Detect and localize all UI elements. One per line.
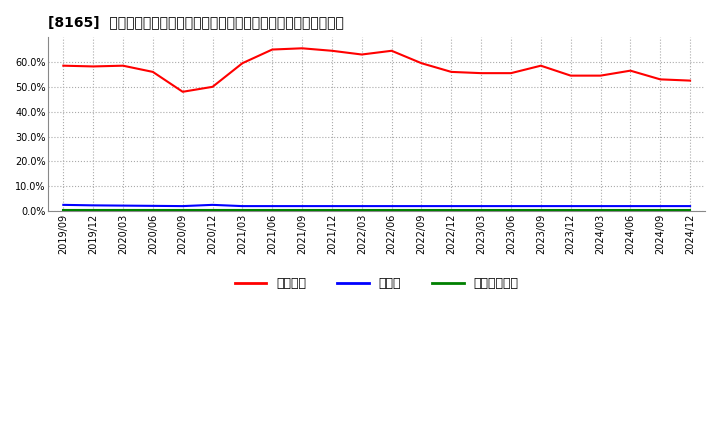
Text: [8165]  自己資本、のれん、繰延税金資産の総資産に対する比率の推移: [8165] 自己資本、のれん、繰延税金資産の総資産に対する比率の推移 (48, 15, 344, 29)
Legend: 自己資本, のれん, 繰延税金資産: 自己資本, のれん, 繰延税金資産 (230, 272, 523, 295)
